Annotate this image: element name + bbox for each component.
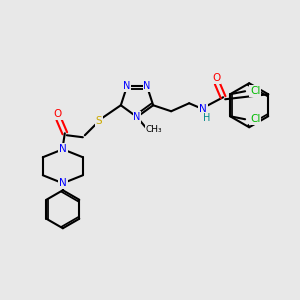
Text: H: H <box>203 113 211 123</box>
Text: O: O <box>54 109 62 119</box>
Text: O: O <box>212 73 220 83</box>
Text: N: N <box>143 81 151 91</box>
Text: N: N <box>59 178 67 188</box>
Text: S: S <box>95 116 102 126</box>
Text: N: N <box>199 104 207 114</box>
Text: Cl: Cl <box>250 86 260 96</box>
Text: N: N <box>133 112 141 122</box>
Text: N: N <box>123 81 131 91</box>
Text: Cl: Cl <box>250 114 260 124</box>
Text: CH₃: CH₃ <box>146 125 162 134</box>
Text: N: N <box>59 144 67 154</box>
